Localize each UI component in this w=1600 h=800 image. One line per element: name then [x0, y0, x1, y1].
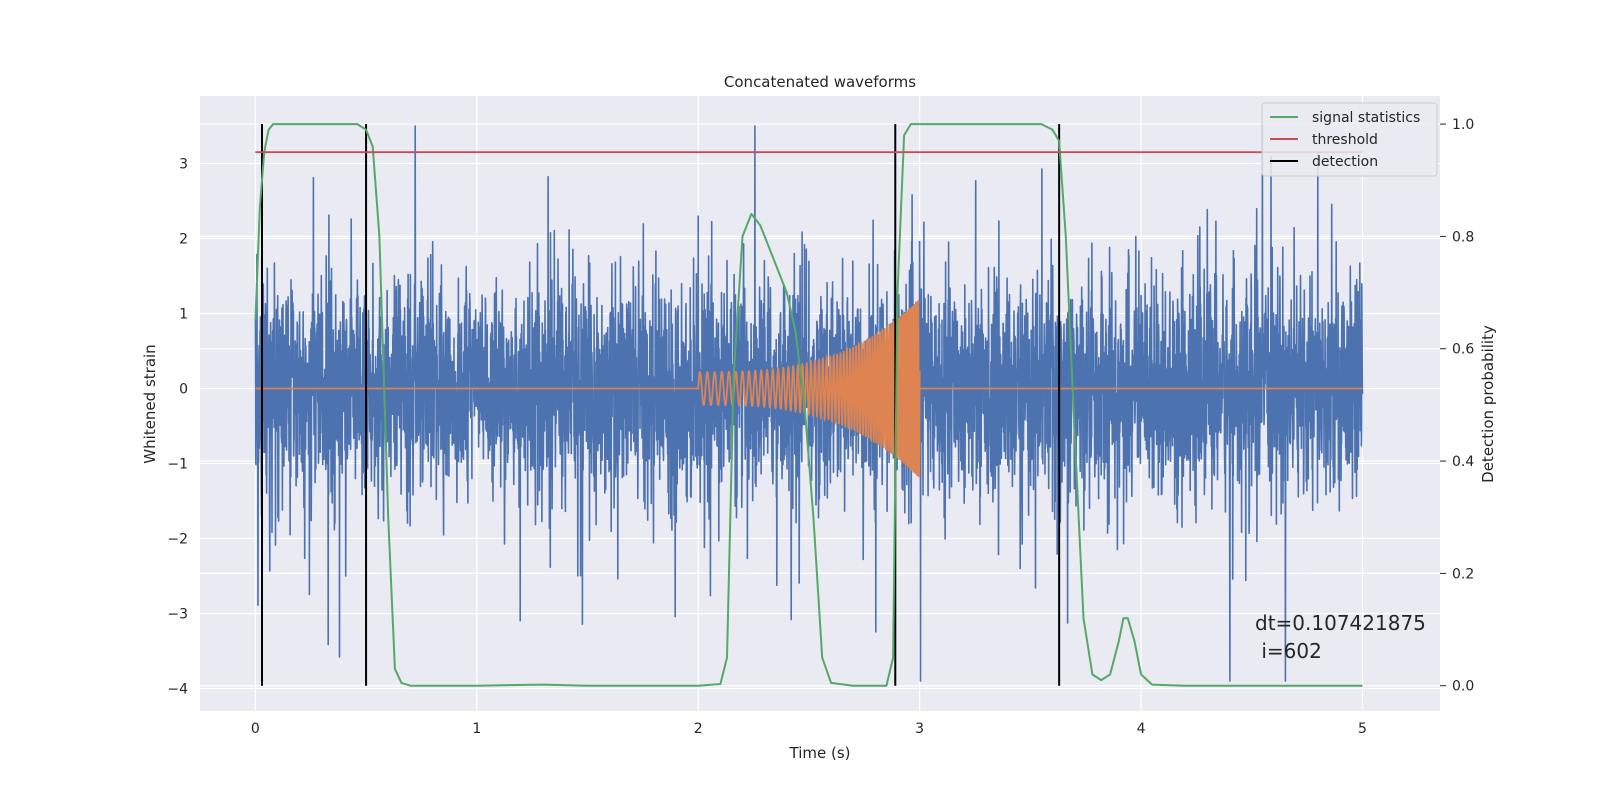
legend-box [1261, 102, 1438, 177]
annotation-i: i=602 [1255, 639, 1322, 663]
signal-statistics-line [254, 123, 1363, 687]
legend-label-threshold: threshold [1312, 132, 1378, 148]
y2-tick-label: 1.0 [1452, 117, 1474, 133]
legend: signal statistics threshold detection [1261, 102, 1438, 177]
x-tick-label: 1 [472, 721, 481, 737]
strain-line [254, 125, 1364, 682]
y-tick-label: −2 [167, 532, 188, 548]
y-tick-label: −3 [167, 607, 188, 623]
y-tick-label: −1 [167, 457, 188, 473]
y-tick-label: 2 [179, 232, 188, 248]
chirp-series [255, 300, 1363, 478]
y2-tick-label: 0.2 [1452, 566, 1474, 582]
y-tick-label: 3 [179, 157, 188, 173]
annotation-dt: dt=0.107421875 [1255, 611, 1426, 635]
x-tick-label: 2 [694, 721, 703, 737]
x-tick-label: 0 [251, 721, 260, 737]
y2-axis-ticks: 0.0 0.2 0.4 0.6 0.8 1.0 [1440, 117, 1474, 695]
y-tick-label: 0 [179, 382, 188, 398]
legend-label-signal-statistics: signal statistics [1312, 110, 1420, 126]
chirp-line [255, 300, 1363, 478]
y-tick-label: 1 [179, 307, 188, 323]
x-tick-label: 5 [1358, 721, 1367, 737]
x-tick-label: 3 [915, 721, 924, 737]
y2-tick-label: 0.0 [1452, 679, 1474, 695]
x-axis-title: Time (s) [789, 744, 851, 762]
y-axis-title: Whitened strain [141, 344, 159, 463]
y-axis-ticks: −4 −3 −2 −1 0 1 2 3 [167, 157, 188, 698]
y2-tick-label: 0.6 [1452, 342, 1474, 358]
y-tick-label: −4 [167, 682, 188, 698]
x-tick-label: 4 [1137, 721, 1146, 737]
strain-series [254, 125, 1364, 682]
legend-label-detection: detection [1312, 154, 1378, 170]
y2-axis-title: Detection probability [1479, 325, 1497, 483]
y2-tick-label: 0.4 [1452, 454, 1474, 470]
probability-series [254, 123, 1363, 687]
y2-tick-label: 0.8 [1452, 229, 1474, 245]
x-axis-ticks: 0 1 2 3 4 5 [251, 721, 1367, 737]
chart-title: Concatenated waveforms [724, 73, 916, 91]
